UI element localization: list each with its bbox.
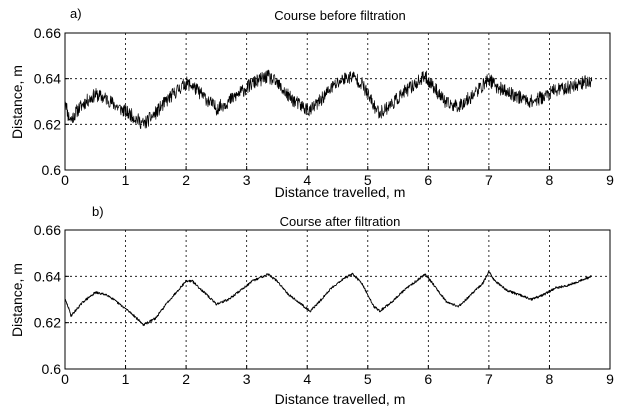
panel-b-xtick-label: 4	[303, 371, 311, 387]
panel-b-xtick-label: 1	[122, 371, 130, 387]
panel-a-ytick-label: 0.64	[34, 71, 61, 87]
panel-b-xtick-label: 2	[182, 371, 190, 387]
panel-a-xtick-label: 1	[122, 172, 130, 188]
panel-b-series	[64, 270, 592, 327]
panel-b-xtick-label: 9	[606, 371, 614, 387]
panel-a-ytick-label: 0.6	[42, 162, 62, 178]
panel-a-series-line	[64, 69, 593, 129]
panel-b-frame	[64, 229, 611, 370]
panel-b-ytick-label: 0.66	[34, 222, 61, 238]
panel-b-ytick-label: 0.62	[34, 315, 61, 331]
panel-a-xtick-label: 6	[424, 172, 432, 188]
panel-b-ytick-label: 0.64	[34, 268, 61, 284]
panel-b-xtick-label: 8	[546, 371, 554, 387]
panel-a-ylabel: Distance, m	[9, 65, 25, 139]
panel-a-series	[64, 69, 593, 129]
panel-a-title: Course before filtration	[274, 8, 406, 23]
panel-b-xtick-label: 0	[61, 371, 69, 387]
panel-b-ytick-label: 0.6	[42, 361, 62, 377]
panel-a-grid	[65, 33, 610, 170]
panel-a-xtick-label: 3	[243, 172, 251, 188]
panel-b-title: Course after filtration	[280, 214, 401, 229]
panel-a-xtick-label: 5	[364, 172, 372, 188]
panel-a-xtick-label: 4	[303, 172, 311, 188]
panel-a-frame	[64, 32, 611, 171]
panel-b-chart: b) Course after filtration Distance, m D…	[9, 204, 614, 407]
panel-b-label: b)	[92, 204, 104, 219]
panel-b-xtick-label: 6	[424, 371, 432, 387]
panel-b-xtick-label: 3	[243, 371, 251, 387]
panel-a-xtick-label: 7	[485, 172, 493, 188]
panel-a-chart: a) Course before filtration Distance, m …	[9, 6, 614, 200]
panel-b-ylabel: Distance, m	[9, 263, 25, 337]
panel-a-label: a)	[70, 6, 82, 21]
panel-b-grid	[65, 230, 610, 369]
panel-b-ticks: 0 1 2 3 4 5 6 7 8 9 0.6 0.62 0.64 0.66	[34, 222, 614, 387]
panel-b-xtick-label: 5	[364, 371, 372, 387]
panel-a-xtick-label: 8	[546, 172, 554, 188]
panel-a-ytick-label: 0.66	[34, 25, 61, 41]
panel-b-series-line	[64, 270, 592, 327]
panel-a-ticks: 0 1 2 3 4 5 6 7 8 9 0.6 0.62 0.64 0.66	[34, 25, 614, 188]
panel-a-ytick-label: 0.62	[34, 116, 61, 132]
panel-a-xtick-label: 2	[182, 172, 190, 188]
panel-a-xlabel: Distance travelled, m	[275, 184, 406, 200]
panel-b-xtick-label: 7	[485, 371, 493, 387]
panel-a-xtick-label: 9	[606, 172, 614, 188]
panel-b-xlabel: Distance travelled, m	[275, 391, 406, 407]
panel-a-xtick-label: 0	[61, 172, 69, 188]
